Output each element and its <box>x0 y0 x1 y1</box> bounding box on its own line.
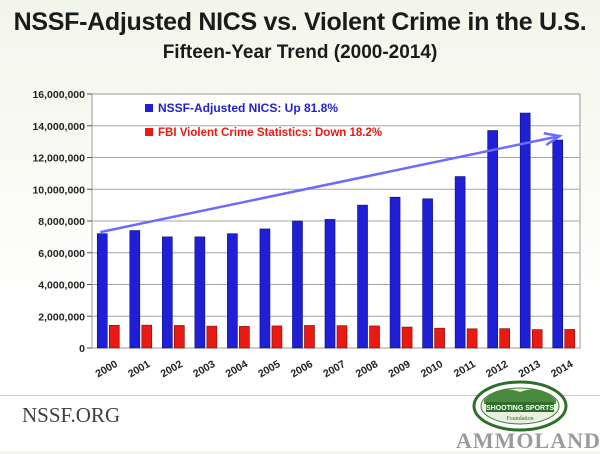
bar-crime-2002 <box>174 325 185 349</box>
bar-nics-2001 <box>129 230 141 349</box>
bar-crime-2005 <box>271 325 283 349</box>
bar-nics-2012 <box>487 130 498 349</box>
legend-label-crime: FBI Violent Crime Statistics: Down 18.2% <box>158 127 382 139</box>
x-tick-label: 2003 <box>191 358 217 380</box>
x-tick-label: 2013 <box>516 358 542 380</box>
y-tick-label: 8,000,000 <box>38 216 85 228</box>
legend: NSSF-Adjusted NICS: Up 81.8% FBI Violent … <box>145 101 382 139</box>
bar-crime-2008 <box>369 325 380 349</box>
x-tick-label: 2009 <box>386 358 412 380</box>
y-tick-label: 2,000,000 <box>38 311 85 323</box>
bar-nics-2006 <box>292 220 303 349</box>
bar-nics-2000 <box>96 233 108 349</box>
x-tick-label: 2007 <box>321 358 347 380</box>
footer-site: NSSF.ORG <box>22 403 121 427</box>
footer-divider <box>0 395 600 396</box>
bar-crime-2014 <box>564 329 576 349</box>
bar-nics-2007 <box>324 219 336 349</box>
legend-label-nics: NSSF-Adjusted NICS: Up 81.8% <box>158 101 338 115</box>
x-tick-label: 2011 <box>452 358 478 380</box>
bar-nics-2009 <box>389 196 401 349</box>
bar-nics-2010 <box>422 198 433 349</box>
x-tick-label: 2005 <box>256 358 282 380</box>
bar-crime-2003 <box>206 325 218 349</box>
bar-crime-2007 <box>336 325 348 349</box>
bar-nics-2003 <box>194 236 206 349</box>
bar-crime-2000 <box>108 324 120 349</box>
gridlines <box>91 93 581 349</box>
chart-title: NSSF-Adjusted NICS vs. Violent Crime in … <box>13 8 587 36</box>
bar-crime-2011 <box>466 328 478 349</box>
y-axis: 0 2,000,000 4,000,000 6,000,000 8,000,000 10,… <box>32 89 92 355</box>
legend-swatch-crime <box>145 128 153 136</box>
trend-arrow-head <box>543 132 563 147</box>
bar-crime-2004 <box>239 326 250 349</box>
bar-nics-2013 <box>519 112 531 349</box>
bar-crime-2009 <box>401 326 413 349</box>
y-tick-label: 12,000,000 <box>32 153 85 165</box>
y-tick-label: 4,000,000 <box>38 280 85 292</box>
y-tick-label: 14,000,000 <box>32 121 85 133</box>
trend-arrow-group <box>100 132 563 234</box>
bar-nics-2005 <box>259 228 271 349</box>
y-tick-label: 0 <box>79 343 85 355</box>
x-tick-label: 2012 <box>484 358 510 380</box>
bar-crime-2001 <box>141 324 153 349</box>
bar-nics-2011 <box>454 176 466 349</box>
watermark: AMMOLAND <box>456 428 600 453</box>
bar-crime-2010 <box>434 327 445 349</box>
y-tick-label: 16,000,000 <box>32 89 85 101</box>
bar-crime-2013 <box>531 329 543 349</box>
bar-crime-2006 <box>304 325 315 349</box>
y-tick-label: 10,000,000 <box>32 184 85 196</box>
x-tick-label: 2002 <box>159 358 185 380</box>
bars <box>96 112 576 349</box>
bar-nics-2004 <box>227 233 238 349</box>
x-tick-label: 2014 <box>549 358 575 380</box>
bar-crime-2012 <box>499 328 510 349</box>
x-tick-label: 2004 <box>224 358 250 380</box>
bar-nics-2014 <box>552 139 564 349</box>
x-tick-label: 2010 <box>419 358 445 380</box>
x-tick-label: 2000 <box>94 358 120 380</box>
shooting-sports-seal-logo: SHOOTING SPORTS Foundation <box>472 380 568 432</box>
bar-nics-2002 <box>162 236 173 349</box>
svg-text:Foundation: Foundation <box>506 416 533 422</box>
x-tick-label: 2006 <box>289 358 315 380</box>
x-tick-label: 2001 <box>126 358 152 380</box>
bar-nics-2008 <box>357 204 368 349</box>
x-tick-label: 2008 <box>354 358 380 380</box>
chart-subtitle: Fifteen-Year Trend (2000-2014) <box>162 42 438 63</box>
y-tick-label: 6,000,000 <box>38 248 85 260</box>
legend-swatch-nics <box>145 104 153 112</box>
svg-text:SHOOTING SPORTS: SHOOTING SPORTS <box>486 405 554 412</box>
trend-arrow-line <box>100 135 556 234</box>
x-axis: 2000 2001 2002 2003 2004 2005 2006 2007 2008 2009… <box>94 358 576 380</box>
